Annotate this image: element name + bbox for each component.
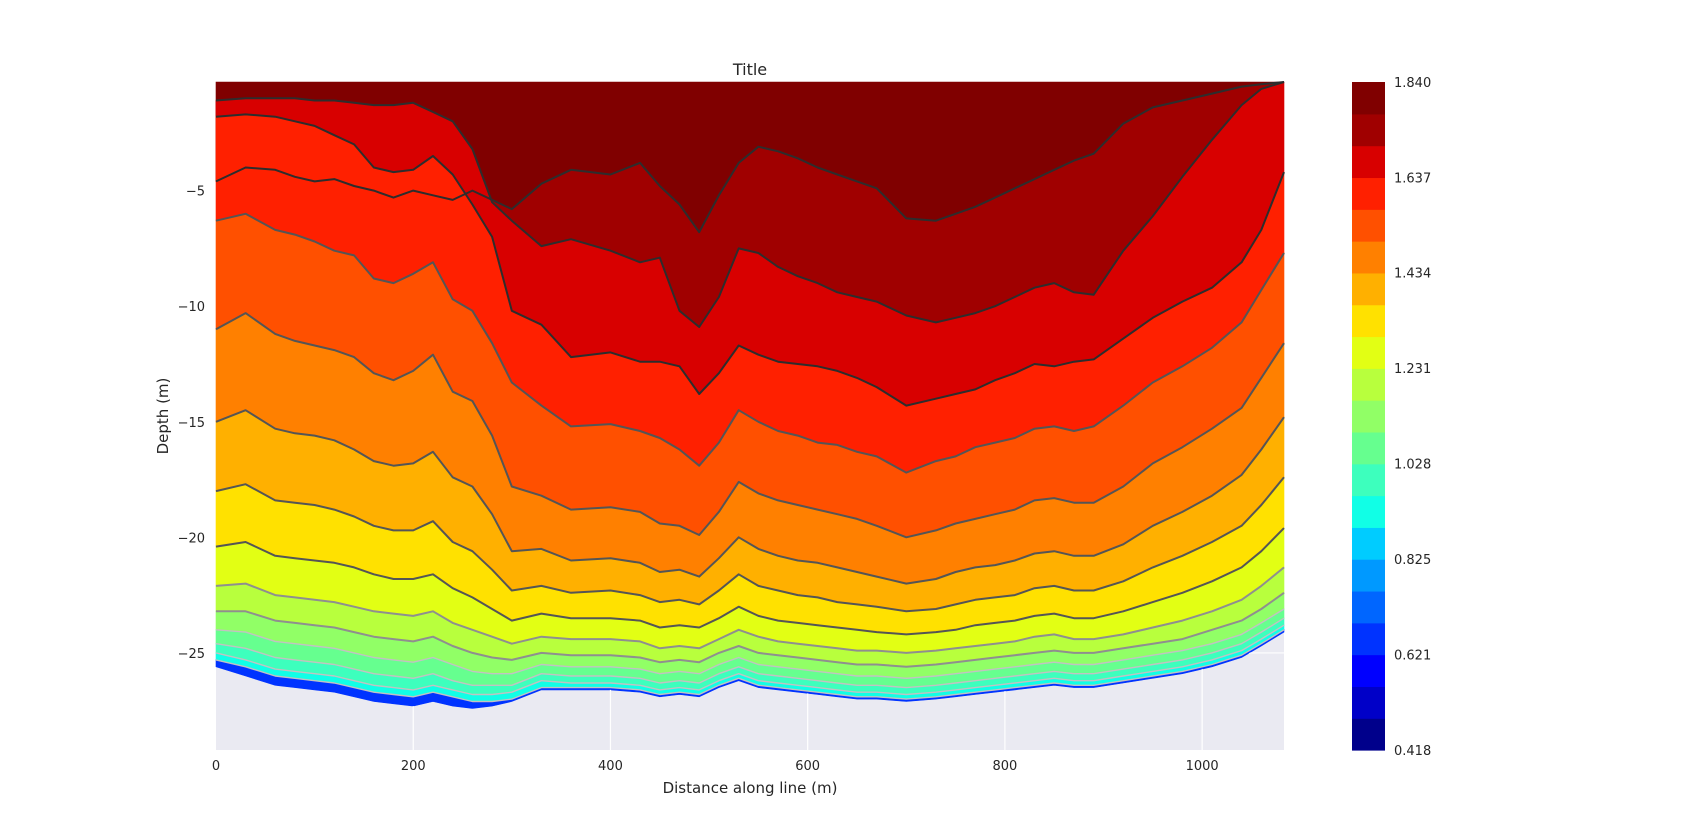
colorbar-tick-labels: 1.840 1.637 1.434 1.231 1.028 0.825 0.621 0.418	[1394, 76, 1431, 759]
x-tick-label: 400	[598, 759, 623, 774]
colorbar-segment	[1352, 431, 1385, 465]
colorbar-tick-label: 0.418	[1394, 744, 1431, 759]
colorbar-segment	[1352, 272, 1385, 306]
x-tick-label: 200	[401, 759, 426, 774]
y-axis-ticks: −5 −10 −15 −20 −25	[178, 185, 205, 662]
contour-line	[215, 312, 1285, 539]
y-axis-label: Depth (m)	[154, 378, 172, 455]
colorbar-tick-label: 1.434	[1394, 267, 1431, 282]
colorbar-segment	[1352, 177, 1385, 210]
colorbar-segment	[1352, 686, 1385, 719]
colorbar-segment	[1352, 368, 1385, 401]
y-tick-label: −15	[178, 416, 205, 431]
contour-line	[215, 212, 1285, 474]
contour-line	[215, 608, 1285, 679]
colorbar-segment	[1352, 82, 1385, 115]
x-tick-label: 600	[795, 759, 820, 774]
colorbar-tick-label: 1.637	[1394, 171, 1431, 186]
contour-line	[215, 81, 1285, 234]
contour-line	[215, 566, 1285, 654]
y-tick-label: −20	[178, 531, 205, 546]
colorbar-segment	[1352, 336, 1385, 369]
y-tick-label: −25	[178, 647, 205, 662]
x-tick-label: 1000	[1186, 759, 1219, 774]
colorbar-segment	[1352, 718, 1385, 751]
contour-line	[215, 617, 1285, 689]
x-tick-label: 800	[993, 759, 1018, 774]
colorbar-segment	[1352, 622, 1385, 656]
colorbar-tick-label: 1.028	[1394, 457, 1431, 472]
contour-line	[215, 113, 1285, 407]
colorbar	[1352, 82, 1385, 751]
x-tick-label: 0	[212, 759, 220, 774]
contour-line	[216, 591, 1285, 668]
colorbar-segment	[1352, 463, 1385, 497]
contour-lines	[215, 81, 1285, 703]
colorbar-segment	[1352, 527, 1385, 560]
plot-area	[215, 81, 1285, 750]
colorbar-segment	[1352, 113, 1385, 147]
colorbar-tick-label: 1.840	[1394, 76, 1431, 91]
x-axis-label: Distance along line (m)	[663, 779, 838, 797]
chart-title: Title	[732, 60, 767, 79]
x-axis-ticks: 0 200 400 600 800 1000	[212, 759, 1219, 774]
contour-line	[215, 81, 1285, 328]
contour-bands	[215, 81, 1285, 709]
colorbar-tick-label: 0.621	[1394, 649, 1431, 664]
contour-line	[215, 629, 1285, 703]
colorbar-segment	[1352, 590, 1385, 624]
colorbar-segment	[1352, 495, 1385, 528]
colorbar-segment	[1352, 559, 1385, 592]
contour-line	[215, 624, 1285, 696]
y-tick-label: −5	[186, 185, 205, 200]
contour-line	[215, 409, 1285, 585]
contour-line	[215, 476, 1285, 613]
y-tick-label: −10	[178, 300, 205, 315]
contour-line	[215, 527, 1285, 636]
colorbar-segment	[1352, 209, 1385, 242]
colorbar-segment	[1352, 241, 1385, 274]
colorbar-segment	[1352, 145, 1385, 179]
colorbar-tick-label: 0.825	[1394, 553, 1431, 568]
colorbar-tick-label: 1.231	[1394, 362, 1431, 377]
colorbar-segment	[1352, 304, 1385, 338]
colorbar-segment	[1352, 400, 1385, 433]
colorbar-segment	[1352, 654, 1385, 687]
